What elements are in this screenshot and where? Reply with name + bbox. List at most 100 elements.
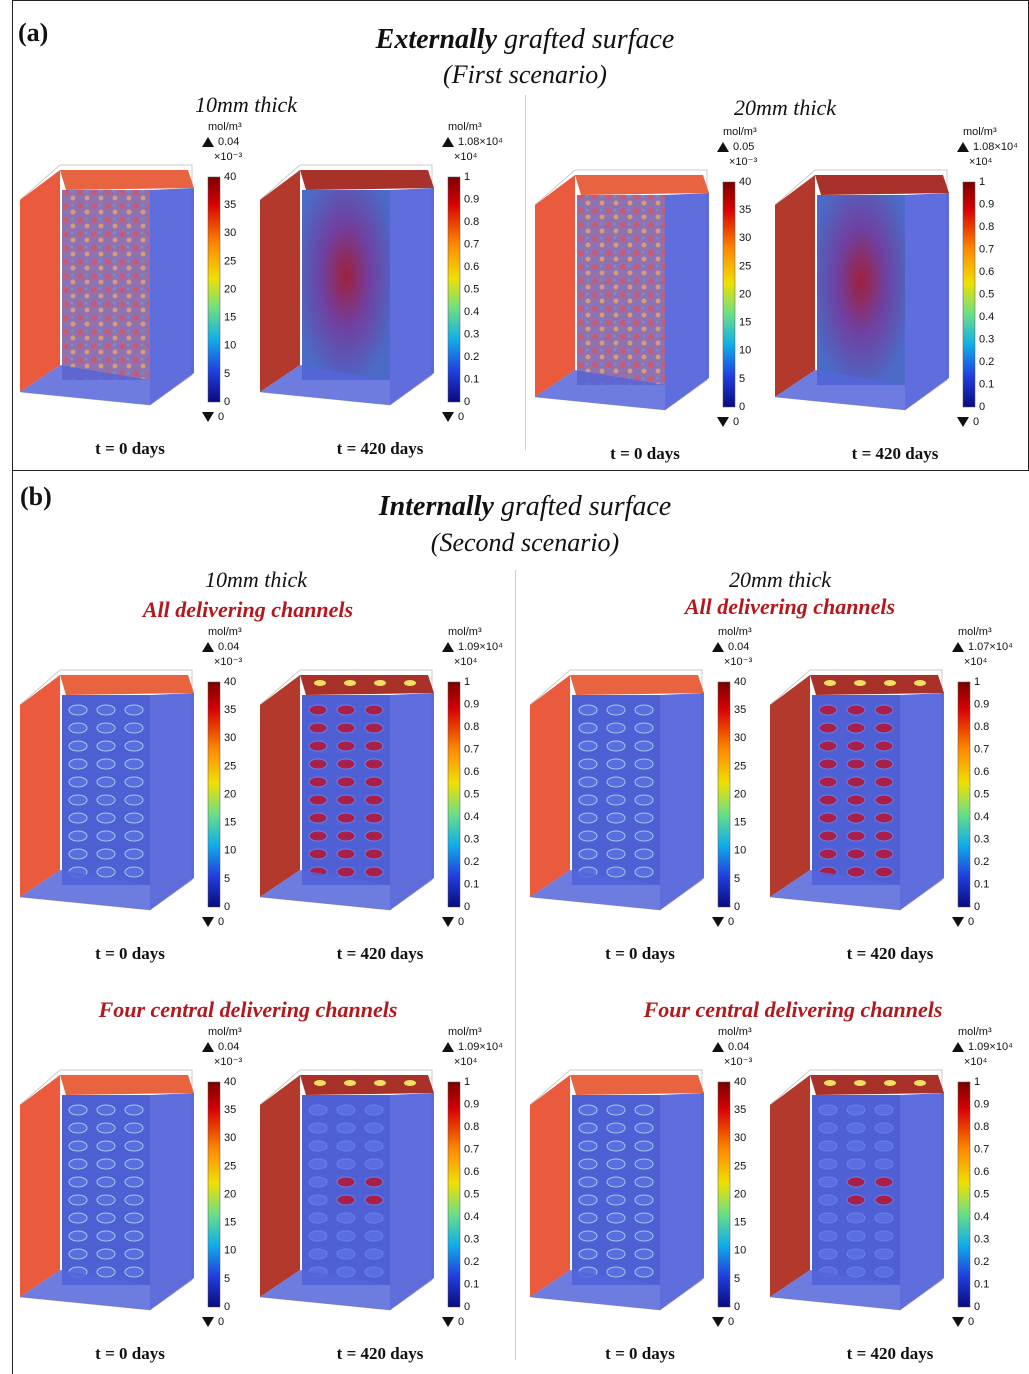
channel-outlet bbox=[854, 680, 866, 686]
time-caption: t = 420 days bbox=[337, 944, 424, 963]
channel-outlet bbox=[884, 1080, 896, 1086]
colorbar-tick-label: 15 bbox=[224, 312, 236, 324]
top-face bbox=[575, 175, 709, 195]
channel bbox=[819, 1195, 837, 1205]
channel-outlet bbox=[344, 1080, 356, 1086]
colorbar-tick-label: 30 bbox=[739, 232, 751, 244]
outer-wall bbox=[20, 1075, 60, 1297]
channel bbox=[607, 1123, 625, 1133]
channel bbox=[847, 795, 865, 805]
time-caption: t = 0 days bbox=[95, 439, 165, 458]
channel bbox=[69, 1213, 87, 1223]
front-face bbox=[390, 1093, 434, 1310]
colorbar-tick-label: 30 bbox=[734, 1132, 746, 1144]
panel-subtitle: (First scenario) bbox=[443, 60, 607, 90]
colorbar bbox=[958, 1082, 970, 1307]
channel bbox=[97, 1159, 115, 1169]
max-marker bbox=[712, 642, 724, 652]
channel bbox=[337, 1267, 355, 1277]
colorbar-tick-label: 15 bbox=[224, 1217, 236, 1229]
channel-outlet bbox=[884, 680, 896, 686]
colorbar-tick-label: 30 bbox=[224, 1132, 236, 1144]
channel bbox=[607, 1231, 625, 1241]
channel bbox=[847, 831, 865, 841]
channel bbox=[875, 849, 893, 859]
colorbar-max: 0.04 bbox=[728, 1041, 749, 1053]
channel bbox=[635, 1105, 653, 1115]
channel bbox=[635, 741, 653, 751]
colorbar-tick-label: 20 bbox=[734, 1188, 746, 1200]
channel bbox=[337, 1213, 355, 1223]
channel bbox=[69, 813, 87, 823]
channel bbox=[337, 1159, 355, 1169]
channel bbox=[635, 831, 653, 841]
channel bbox=[309, 831, 327, 841]
colorbar-max: 1.09×10⁴ bbox=[968, 1041, 1013, 1053]
colorbar-unit: mol/m³ bbox=[718, 626, 752, 638]
channel bbox=[337, 1105, 355, 1115]
colorbar-tick-label: 15 bbox=[739, 317, 751, 329]
colorbar-max: 0.05 bbox=[733, 141, 754, 153]
colorbar-min: 0 bbox=[218, 916, 224, 928]
simulation-plot: mol/m³0.04×10⁻³05101520253035400t = 0 da… bbox=[530, 1010, 782, 1365]
geometry-block bbox=[260, 1070, 434, 1310]
channel bbox=[125, 1141, 143, 1151]
colorbar-tick-label: 0.2 bbox=[979, 356, 994, 368]
colorbar-unit: mol/m³ bbox=[723, 126, 757, 138]
colorbar-tick-label: 0.9 bbox=[979, 198, 994, 210]
colorbar-tick-label: 1 bbox=[974, 1076, 980, 1088]
top-face bbox=[60, 675, 194, 695]
colorbar-tick-label: 15 bbox=[224, 817, 236, 829]
channel bbox=[847, 1159, 865, 1169]
channel bbox=[579, 1195, 597, 1205]
channel bbox=[579, 1123, 597, 1133]
front-face bbox=[900, 693, 944, 910]
colorbar-tick-label: 0.4 bbox=[979, 311, 994, 323]
channel bbox=[875, 759, 893, 769]
channel bbox=[97, 813, 115, 823]
channel bbox=[69, 759, 87, 769]
colorbar-tick-label: 0 bbox=[464, 901, 470, 913]
colorbar-tick-label: 0 bbox=[734, 901, 740, 913]
channel bbox=[635, 723, 653, 733]
colorbar bbox=[963, 182, 975, 407]
colorbar-tick-label: 0.7 bbox=[464, 238, 479, 250]
channel bbox=[635, 1267, 653, 1277]
colorbar-unit: mol/m³ bbox=[448, 626, 482, 638]
colorbar-unit: mol/m³ bbox=[448, 1026, 482, 1038]
channel bbox=[579, 813, 597, 823]
max-marker bbox=[442, 642, 454, 652]
title-text: grafted surface bbox=[501, 491, 671, 522]
top-face bbox=[300, 170, 434, 190]
colorbar-tick-label: 5 bbox=[224, 1273, 230, 1285]
column-heading: 20mm thick bbox=[729, 567, 831, 593]
colorbar-tick-label: 30 bbox=[224, 732, 236, 744]
channel bbox=[847, 1195, 865, 1205]
channel bbox=[309, 1123, 327, 1133]
channel bbox=[309, 1141, 327, 1151]
channel bbox=[875, 1159, 893, 1169]
channel bbox=[97, 1195, 115, 1205]
colorbar-tick-label: 40 bbox=[224, 1076, 236, 1088]
colorbar-tick-label: 0.3 bbox=[464, 328, 479, 340]
channel bbox=[125, 1195, 143, 1205]
colorbar-tick-label: 0.6 bbox=[464, 766, 479, 778]
column-heading: 10mm thick bbox=[205, 567, 307, 593]
front-face bbox=[390, 188, 434, 405]
colorbar-tick-label: 40 bbox=[734, 676, 746, 688]
colorbar-exponent: ×10⁴ bbox=[964, 1056, 988, 1068]
colorbar-tick-label: 0.8 bbox=[979, 221, 994, 233]
time-caption: t = 420 days bbox=[847, 1344, 934, 1363]
channel bbox=[125, 813, 143, 823]
colorbar-exponent: ×10⁻³ bbox=[724, 656, 752, 668]
colorbar-tick-label: 0.6 bbox=[464, 1166, 479, 1178]
channel bbox=[875, 1177, 893, 1187]
outer-wall bbox=[260, 1075, 300, 1297]
colorbar-tick-label: 0.1 bbox=[974, 878, 989, 890]
colorbar-exponent: ×10⁻³ bbox=[214, 656, 242, 668]
colorbar bbox=[723, 182, 735, 407]
max-marker bbox=[957, 142, 969, 152]
channel bbox=[69, 1141, 87, 1151]
channel bbox=[635, 705, 653, 715]
